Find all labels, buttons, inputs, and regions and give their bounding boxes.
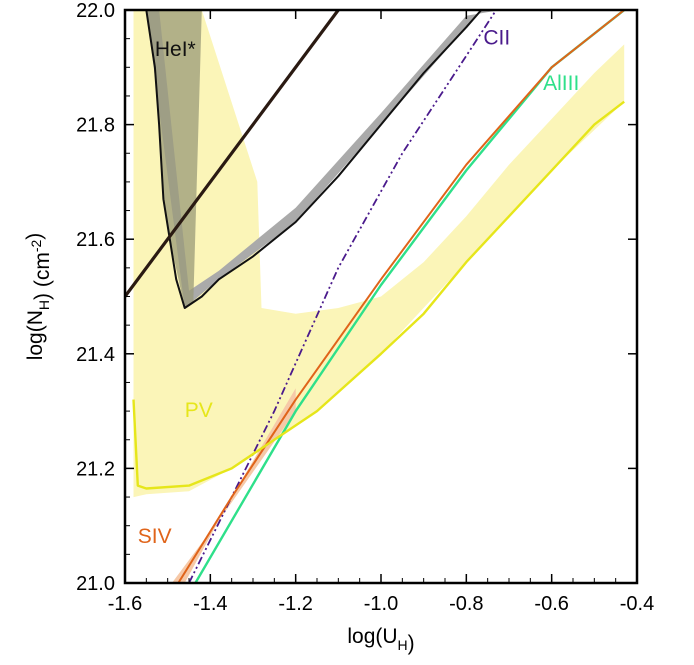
y-tick-label: 21.4 <box>76 344 115 366</box>
hei-band-region <box>146 10 501 308</box>
cii-label: CII <box>483 26 510 49</box>
siv-line <box>177 10 625 583</box>
aliii-label: AlIII <box>543 72 579 95</box>
x-tick-label: -1.0 <box>364 593 398 615</box>
x-tick-label: -0.6 <box>534 593 568 615</box>
x-tick-label: -1.4 <box>193 593 227 615</box>
y-tick-label: 21.6 <box>76 229 115 251</box>
cii-line <box>188 10 497 583</box>
siv-label: SIV <box>138 525 172 548</box>
hei-line <box>145 10 483 309</box>
tick-layer: -1.6 -1.4 -1.2 -1.0 -0.8 -0.6 -0.4 21.0 21.2 21.4… <box>76 0 654 615</box>
unlabeled-line <box>125 10 340 298</box>
y-tick-label: 21.2 <box>76 458 115 480</box>
hei-label: HeI* <box>155 38 196 61</box>
x-axis-title: log(UH) <box>347 625 414 655</box>
y-tick-label: 22.0 <box>76 0 115 22</box>
x-tick-label: -0.8 <box>449 593 483 615</box>
y-tick-label: 21.8 <box>76 115 115 137</box>
pv-line <box>132 100 625 490</box>
x-tick-label: -0.4 <box>620 593 654 615</box>
hei-overlap-region <box>146 10 202 308</box>
band-layer <box>133 10 625 583</box>
series-layer <box>125 10 625 583</box>
x-tick-label: -1.6 <box>108 593 142 615</box>
species-label-layer: HeI* CII AlIII SIV PV <box>138 26 580 548</box>
x-tick-label: -1.2 <box>278 593 312 615</box>
pv-label: PV <box>185 399 213 422</box>
y-tick-label: 21.0 <box>76 573 115 595</box>
y-axis-title: log(NH) (cm-2) <box>23 233 54 361</box>
pv-band-region <box>133 10 625 498</box>
